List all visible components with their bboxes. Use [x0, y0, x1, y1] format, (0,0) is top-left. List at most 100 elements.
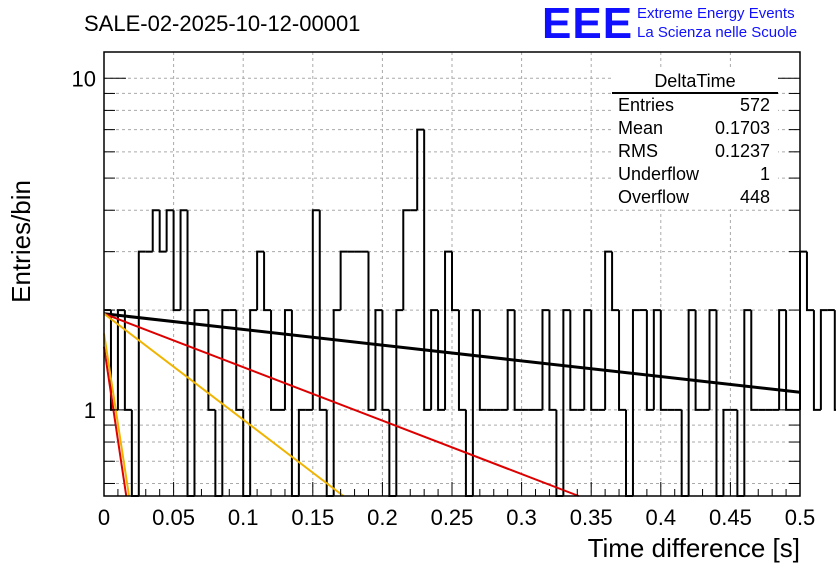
histogram-bin [743, 309, 752, 496]
fit-orange-fast [103, 333, 131, 497]
stats-value: 1 [759, 164, 770, 184]
histogram-bin [179, 209, 188, 311]
histogram-bin [457, 310, 466, 411]
histogram-bin [715, 310, 724, 497]
histogram-bin [750, 310, 759, 411]
x-tick-label: 0.4 [646, 505, 677, 530]
stats-row-rms: RMS 0.1237 [612, 140, 778, 163]
x-tick-label: 0.35 [570, 505, 613, 530]
stats-title: DeltaTime [612, 70, 778, 94]
histogram-bin [604, 250, 613, 410]
histogram-bin [437, 310, 446, 411]
eee-logo: EEE [542, 0, 634, 48]
x-tick-label: 0.3 [506, 505, 537, 530]
histogram-bin [708, 309, 717, 410]
histogram-bin [374, 309, 383, 410]
stats-label: Underflow [618, 164, 700, 184]
histogram-bin [395, 309, 404, 496]
histogram-bin [548, 310, 557, 411]
histogram-bin [165, 209, 174, 252]
histogram-bin [221, 309, 230, 496]
histogram-bin [799, 250, 807, 410]
histogram-bin [611, 251, 620, 312]
stats-label: Mean [618, 118, 664, 138]
histogram-bin [506, 309, 515, 410]
histogram-bin [833, 310, 836, 411]
y-tick-label: 1 [84, 398, 96, 423]
stats-row-entries: Entries 572 [612, 94, 778, 117]
x-tick-label: 0.05 [152, 505, 195, 530]
stats-label: RMS [618, 141, 658, 161]
histogram-bin [332, 309, 341, 496]
histogram-bin [778, 309, 787, 410]
histogram-bin [402, 209, 411, 311]
histogram-bin [297, 408, 306, 496]
histogram-bin [318, 210, 327, 411]
stats-label: Entries [618, 95, 675, 115]
stats-value: 0.1703 [714, 118, 770, 138]
stats-row-underflow: Underflow 1 [612, 163, 778, 186]
histogram-bin [137, 250, 146, 496]
logo-line-2: La Scienza nelle Scuole [637, 24, 798, 41]
fit-black [103, 312, 801, 394]
histogram-bin [659, 310, 668, 411]
stats-row-mean: Mean 0.1703 [612, 117, 778, 140]
histogram-bin [694, 310, 703, 411]
histogram-bin [590, 310, 599, 411]
histogram-bin [172, 210, 181, 312]
histogram-bin [541, 309, 550, 410]
histogram-bin [116, 309, 125, 410]
x-tick-label: 0.1 [228, 505, 259, 530]
histogram-bin [785, 310, 794, 411]
histogram-bin [819, 309, 828, 410]
histogram-bin [618, 310, 626, 411]
x-tick-label: 0.25 [431, 505, 474, 530]
histogram-bin [687, 309, 696, 496]
histogram-bin [562, 309, 571, 496]
chart-title: SALE-02-2025-10-12-00001 [84, 11, 361, 36]
logo-line-1: Extreme Energy Events [637, 5, 795, 22]
x-axis-label: Time difference [s] [588, 533, 800, 563]
histogram-bin [722, 408, 731, 496]
histogram-bin [444, 250, 452, 410]
histogram-bin [235, 310, 244, 411]
histogram-bin [193, 309, 202, 496]
histogram-bin [270, 310, 278, 411]
fit-red-fast [103, 346, 128, 497]
histogram-bin [645, 310, 654, 411]
x-tick-label: 0 [98, 505, 110, 530]
histogram-bin [569, 310, 578, 411]
histogram-bin [451, 251, 459, 312]
y-axis-label: Entries/bin [6, 180, 36, 303]
x-tick-label: 0.2 [367, 505, 398, 530]
histogram-bin [583, 309, 592, 410]
logo-caption: Extreme Energy Events La Scienza nelle S… [637, 4, 797, 42]
fit-red-slow [103, 312, 580, 497]
fit-orange [103, 312, 345, 497]
y-tick-label: 10 [72, 66, 96, 91]
histogram-bin [652, 309, 661, 410]
stats-value: 572 [739, 95, 770, 115]
histogram-bin [416, 128, 425, 211]
x-tick-label: 0.5 [785, 505, 816, 530]
stats-row-overflow: Overflow 448 [612, 186, 778, 209]
histogram-bin [478, 310, 487, 411]
histogram-bin [812, 310, 821, 411]
histogram-bin [381, 310, 390, 411]
stats-value: 0.1237 [714, 141, 770, 161]
stats-label: Overflow [618, 187, 690, 207]
histogram-bin [283, 309, 292, 410]
histogram-bin [256, 250, 265, 311]
plot-frame [103, 51, 801, 497]
histogram-bin [430, 309, 439, 410]
histogram-bin [290, 310, 299, 497]
histogram-bin [367, 251, 376, 411]
stats-box: DeltaTime Entries 572 Mean 0.1703 RMS 0.123… [612, 70, 778, 209]
histogram-bin [631, 309, 640, 496]
histogram-bin [158, 210, 167, 253]
histogram-bin [186, 210, 195, 497]
histogram-bin [249, 309, 258, 496]
stats-value: 448 [739, 187, 770, 207]
histogram-bin [471, 309, 480, 496]
